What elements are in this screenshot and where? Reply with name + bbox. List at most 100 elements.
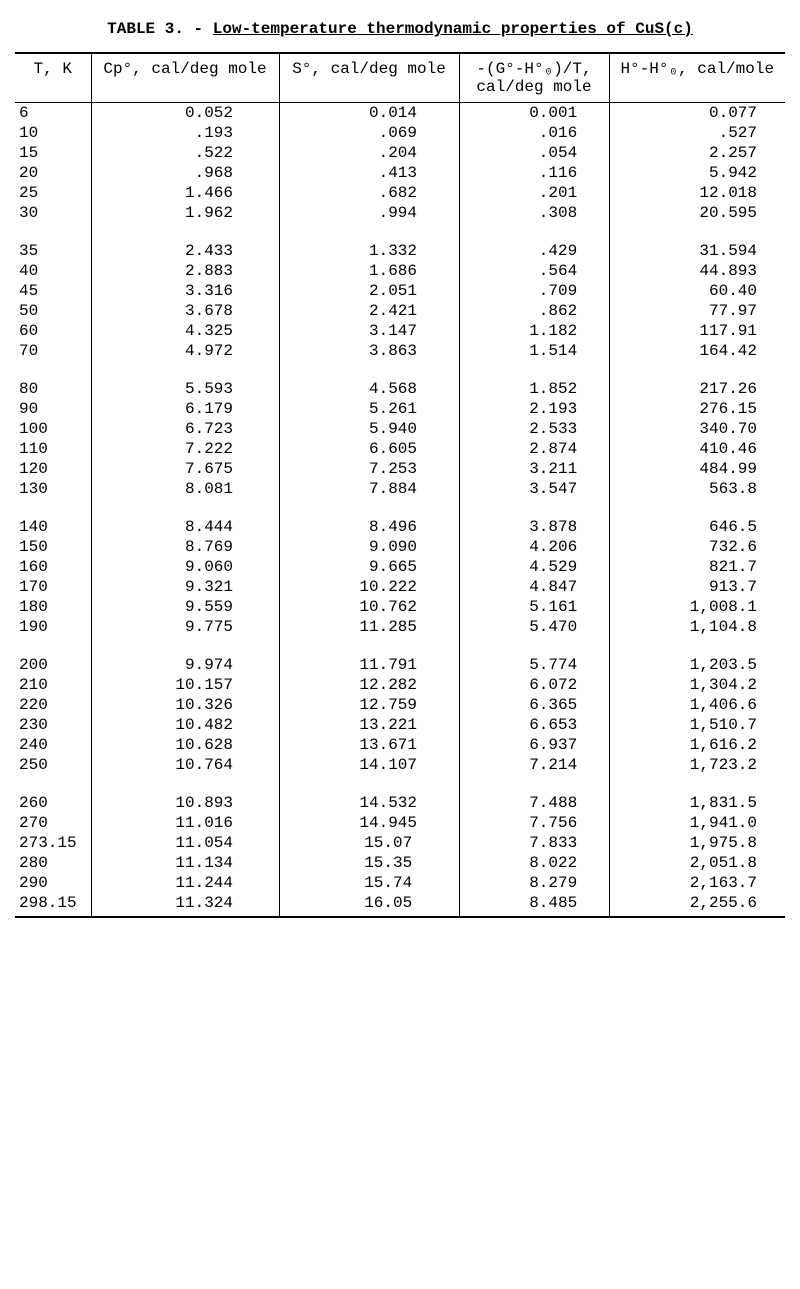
table-row: 150 8.769 9.090 4.206 732.6 — [15, 537, 785, 557]
spacer-cell — [91, 499, 279, 517]
table-cell: .994 — [279, 203, 459, 223]
table-cell: 2.433 — [91, 241, 279, 261]
table-cell: 8.769 — [91, 537, 279, 557]
table-cell: 100 — [15, 419, 91, 439]
table-row: 298.15 11.324 16.05 8.485 2,255.6 — [15, 893, 785, 917]
table-cell: 9.321 — [91, 577, 279, 597]
table-cell: 5.593 — [91, 379, 279, 399]
table-row: 100 6.723 5.940 2.533 340.70 — [15, 419, 785, 439]
table-cell: 120 — [15, 459, 91, 479]
spacer-cell — [279, 223, 459, 241]
spacer-cell — [609, 361, 785, 379]
table-cell: 410.46 — [609, 439, 785, 459]
spacer-cell — [279, 637, 459, 655]
table-row: 180 9.559 10.762 5.161 1,008.1 — [15, 597, 785, 617]
table-row: 200 9.974 11.791 5.774 1,203.5 — [15, 655, 785, 675]
table-cell: .069 — [279, 123, 459, 143]
table-cell: 6.653 — [459, 715, 609, 735]
table-cell: 273.15 — [15, 833, 91, 853]
table-cell: 1.182 — [459, 321, 609, 341]
table-cell: .429 — [459, 241, 609, 261]
table-cell: 8.022 — [459, 853, 609, 873]
group-spacer — [15, 637, 785, 655]
table-row: 220 10.326 12.759 6.365 1,406.6 — [15, 695, 785, 715]
table-cell: 4.206 — [459, 537, 609, 557]
table-cell: 1.514 — [459, 341, 609, 361]
spacer-cell — [15, 775, 91, 793]
table-cell: 6 — [15, 103, 91, 124]
table-cell: .116 — [459, 163, 609, 183]
table-cell: 5.774 — [459, 655, 609, 675]
group-spacer — [15, 499, 785, 517]
table-cell: 0.014 — [279, 103, 459, 124]
table-cell: 1.332 — [279, 241, 459, 261]
table-cell: 15.07 — [279, 833, 459, 853]
table-row: 20 .968 .413 .116 5.942 — [15, 163, 785, 183]
spacer-cell — [609, 223, 785, 241]
table-cell: 15.74 — [279, 873, 459, 893]
table-cell: 913.7 — [609, 577, 785, 597]
spacer-cell — [15, 499, 91, 517]
spacer-cell — [609, 775, 785, 793]
table-cell: 260 — [15, 793, 91, 813]
table-cell: 3.316 — [91, 281, 279, 301]
table-cell: 732.6 — [609, 537, 785, 557]
group-spacer — [15, 775, 785, 793]
table-cell: 1,203.5 — [609, 655, 785, 675]
table-cell: .201 — [459, 183, 609, 203]
table-cell: 11.054 — [91, 833, 279, 853]
table-cell: 240 — [15, 735, 91, 755]
table-body: 6 0.052 0.014 0.001 0.07710 .193 .069 .0… — [15, 103, 785, 918]
table-cell: 110 — [15, 439, 91, 459]
table-cell: 10.893 — [91, 793, 279, 813]
table-cell: 646.5 — [609, 517, 785, 537]
table-cell: 6.937 — [459, 735, 609, 755]
table-row: 60 4.325 3.147 1.182 117.91 — [15, 321, 785, 341]
table-cell: 7.222 — [91, 439, 279, 459]
table-cell: 10.762 — [279, 597, 459, 617]
spacer-cell — [459, 499, 609, 517]
table-cell: 25 — [15, 183, 91, 203]
spacer-cell — [15, 637, 91, 655]
table-cell: 7.488 — [459, 793, 609, 813]
table-cell: 14.945 — [279, 813, 459, 833]
spacer-cell — [609, 499, 785, 517]
table-cell: 20.595 — [609, 203, 785, 223]
table-row: 70 4.972 3.863 1.514 164.42 — [15, 341, 785, 361]
table-cell: 9.775 — [91, 617, 279, 637]
table-cell: 1,008.1 — [609, 597, 785, 617]
table-cell: .527 — [609, 123, 785, 143]
table-row: 45 3.316 2.051 .709 60.40 — [15, 281, 785, 301]
table-row: 270 11.016 14.945 7.756 1,941.0 — [15, 813, 785, 833]
table-cell: 1.466 — [91, 183, 279, 203]
table-cell: 10.482 — [91, 715, 279, 735]
table-cell: 2,051.8 — [609, 853, 785, 873]
table-cell: 11.016 — [91, 813, 279, 833]
table-cell: 5.261 — [279, 399, 459, 419]
table-cell: .413 — [279, 163, 459, 183]
table-cell: .308 — [459, 203, 609, 223]
table-cell: 7.833 — [459, 833, 609, 853]
table-cell: 6.179 — [91, 399, 279, 419]
spacer-cell — [91, 223, 279, 241]
table-cell: 10 — [15, 123, 91, 143]
spacer-cell — [459, 223, 609, 241]
table-cell: 1,616.2 — [609, 735, 785, 755]
table-cell: 230 — [15, 715, 91, 735]
table-cell: 8.485 — [459, 893, 609, 917]
table-cell: 11.791 — [279, 655, 459, 675]
table-cell: 9.974 — [91, 655, 279, 675]
table-cell: 10.326 — [91, 695, 279, 715]
table-row: 10 .193 .069 .016 .527 — [15, 123, 785, 143]
table-cell: 6.365 — [459, 695, 609, 715]
table-cell: 5.470 — [459, 617, 609, 637]
col-header-S: S°, cal/deg mole — [279, 53, 459, 103]
table-cell: 1,941.0 — [609, 813, 785, 833]
table-cell: 8.496 — [279, 517, 459, 537]
table-cell: 11.134 — [91, 853, 279, 873]
table-cell: 1.686 — [279, 261, 459, 281]
table-row: 50 3.678 2.421 .862 77.97 — [15, 301, 785, 321]
table-cell: 1.962 — [91, 203, 279, 223]
table-cell: .193 — [91, 123, 279, 143]
table-row: 260 10.893 14.532 7.488 1,831.5 — [15, 793, 785, 813]
